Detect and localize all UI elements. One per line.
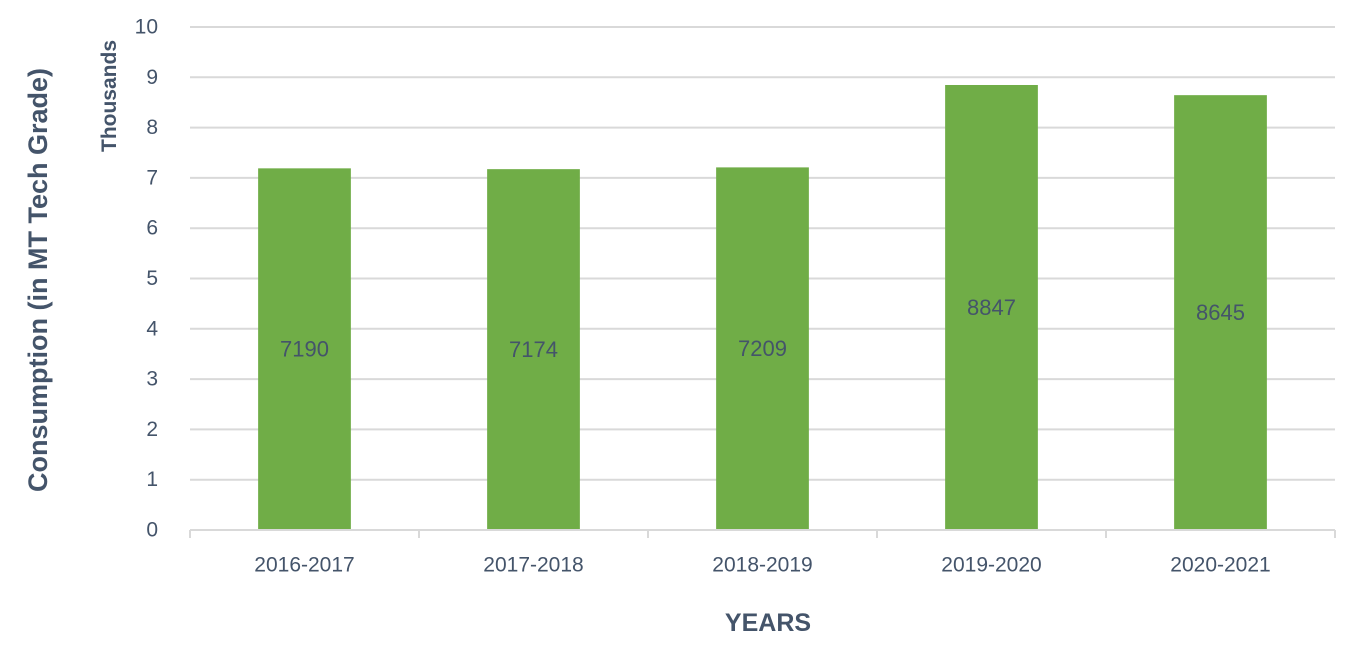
y-tick-label: 2 <box>146 418 158 441</box>
x-axis <box>189 529 1336 538</box>
data-label: 7209 <box>738 336 787 361</box>
y-tick-label: 7 <box>146 166 158 189</box>
bar <box>1174 95 1267 531</box>
y-tick-label: 5 <box>146 267 158 290</box>
bars <box>258 84 1267 531</box>
y-tick-label: 0 <box>146 519 158 542</box>
x-tick-label: 2018-2019 <box>712 554 812 577</box>
y-tick-label: 10 <box>135 16 158 39</box>
bar <box>945 84 1038 530</box>
data-label: 8847 <box>967 295 1016 320</box>
y-axis-title: Consumption (in MT Tech Grade) <box>23 68 53 492</box>
x-tick-label: 2019-2020 <box>941 554 1041 577</box>
x-tick-label: 2020-2021 <box>1170 554 1270 577</box>
x-tick-label: 2017-2018 <box>483 554 583 577</box>
x-tick-label: 2016-2017 <box>254 554 354 577</box>
y-tick-label: 1 <box>146 468 158 491</box>
y-tick-label: 4 <box>146 317 158 340</box>
bar <box>487 169 580 530</box>
y-tick-label: 6 <box>146 217 158 240</box>
bar <box>258 168 351 530</box>
data-label: 7174 <box>509 337 558 362</box>
data-labels: 7190 7174 7209 8847 8645 <box>280 295 1245 362</box>
y-tick-label: 3 <box>146 368 158 391</box>
data-label: 7190 <box>280 337 329 362</box>
y-tick-label: 8 <box>146 116 158 139</box>
x-axis-title: YEARS <box>725 609 811 637</box>
y-tick-label: 9 <box>146 66 158 89</box>
y-tick-labels: 0 1 2 3 4 5 6 7 8 9 10 <box>135 16 159 542</box>
data-label: 8645 <box>1196 300 1245 325</box>
y-axis-display-units: Thousands <box>98 40 121 152</box>
bar <box>716 167 809 530</box>
x-tick-labels: 2016-2017 2017-2018 2018-2019 2019-2020 2020… <box>254 554 1270 577</box>
